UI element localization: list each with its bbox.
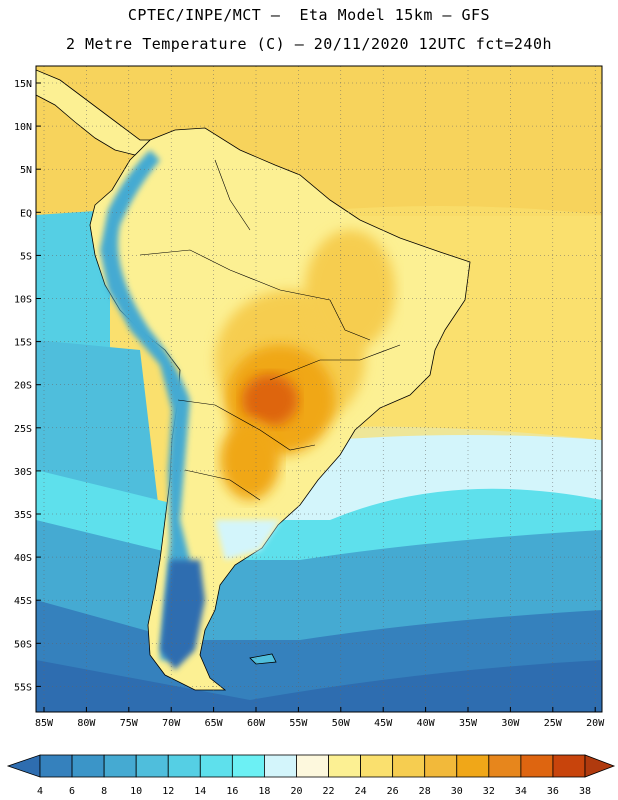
colorbar-segment	[199, 754, 233, 778]
colorbar-label: 26	[387, 786, 399, 797]
colorbar-left-arrow	[6, 754, 41, 778]
colorbar-segment	[135, 754, 169, 778]
lat-label: 15N	[14, 79, 32, 90]
colorbar-segment	[456, 754, 490, 778]
colorbar-segment	[296, 754, 329, 778]
lon-label: 75W	[120, 718, 139, 729]
lon-label: 65W	[205, 718, 224, 729]
lat-label: 50S	[14, 639, 32, 650]
colorbar-segment	[360, 754, 394, 778]
colorbar-label: 36	[547, 786, 559, 797]
colorbar: 4 6 8 10 12 14 16 18 20 22 24 26 28 30 32 34 36 38	[6, 754, 616, 797]
colorbar-label: 14	[194, 786, 206, 797]
lon-label: 50W	[332, 718, 351, 729]
lat-label: 10N	[14, 122, 32, 133]
colorbar-segment	[103, 754, 137, 778]
colorbar-label: 20	[290, 786, 302, 797]
colorbar-label: 30	[451, 786, 463, 797]
lon-label: 55W	[289, 718, 308, 729]
lat-label: 45S	[14, 596, 32, 607]
colorbar-label: 22	[323, 786, 335, 797]
colorbar-segment	[424, 754, 458, 778]
lat-label: 5S	[20, 251, 32, 262]
colorbar-segment	[392, 754, 426, 778]
lon-label: 60W	[247, 718, 266, 729]
colorbar-label: 10	[130, 786, 142, 797]
colorbar-label: 8	[101, 786, 107, 797]
lon-label: 80W	[77, 718, 96, 729]
colorbar-segment	[520, 754, 554, 778]
lat-label: 10S	[14, 295, 32, 306]
colorbar-segment	[39, 754, 73, 778]
lon-label: 30W	[501, 718, 520, 729]
lat-label: 55S	[14, 682, 32, 693]
lon-label: 20W	[586, 718, 605, 729]
colorbar-label: 38	[579, 786, 591, 797]
lon-label: 45W	[374, 718, 393, 729]
colorbar-right-arrow	[584, 754, 616, 778]
temperature-field	[36, 66, 602, 712]
country-borders	[139, 159, 401, 501]
lon-label: 35W	[459, 718, 478, 729]
colorbar-segment	[328, 754, 361, 778]
colorbar-label: 16	[226, 786, 238, 797]
lon-label: 25W	[544, 718, 563, 729]
lon-label: 70W	[162, 718, 181, 729]
lat-label: 30S	[14, 467, 32, 478]
lon-label: 40W	[417, 718, 436, 729]
latitude-axis: 15N 10N 5N EQ 5S 10S 15S 20S 25S 30S 35S 40S 45S 50S 5…	[14, 79, 41, 693]
lat-label: 20S	[14, 381, 32, 392]
map-title-line2: 2 Metre Temperature (C) – 20/11/2020 12U…	[65, 35, 553, 53]
map-title-line1: CPTEC/INPE/MCT – Eta Model 15km – GFS	[127, 6, 491, 24]
lat-label: 35S	[14, 510, 32, 521]
lon-label: 85W	[35, 718, 54, 729]
colorbar-segment	[71, 754, 105, 778]
colorbar-label: 18	[258, 786, 270, 797]
colorbar-segment	[167, 754, 201, 778]
lat-label: EQ	[20, 208, 32, 219]
colorbar-label: 12	[162, 786, 174, 797]
lat-label: 5N	[20, 165, 32, 176]
lat-label: 25S	[14, 424, 32, 435]
lat-label: 15S	[14, 338, 32, 349]
colorbar-label: 4	[37, 786, 43, 797]
longitude-axis: 85W 80W 75W 70W 65W 60W 55W 50W 45W 40W 35W 30W 25W 2…	[35, 707, 605, 729]
colorbar-segment	[552, 754, 586, 778]
colorbar-label: 28	[419, 786, 431, 797]
map-frame	[35, 65, 603, 713]
colorbar-label: 6	[69, 786, 75, 797]
colorbar-segment	[488, 754, 522, 778]
colorbar-segment	[231, 754, 265, 778]
lat-label: 40S	[14, 553, 32, 564]
colorbar-segment	[264, 754, 297, 778]
colorbar-label: 34	[515, 786, 527, 797]
colorbar-label: 24	[355, 786, 367, 797]
colorbar-label: 32	[483, 786, 495, 797]
